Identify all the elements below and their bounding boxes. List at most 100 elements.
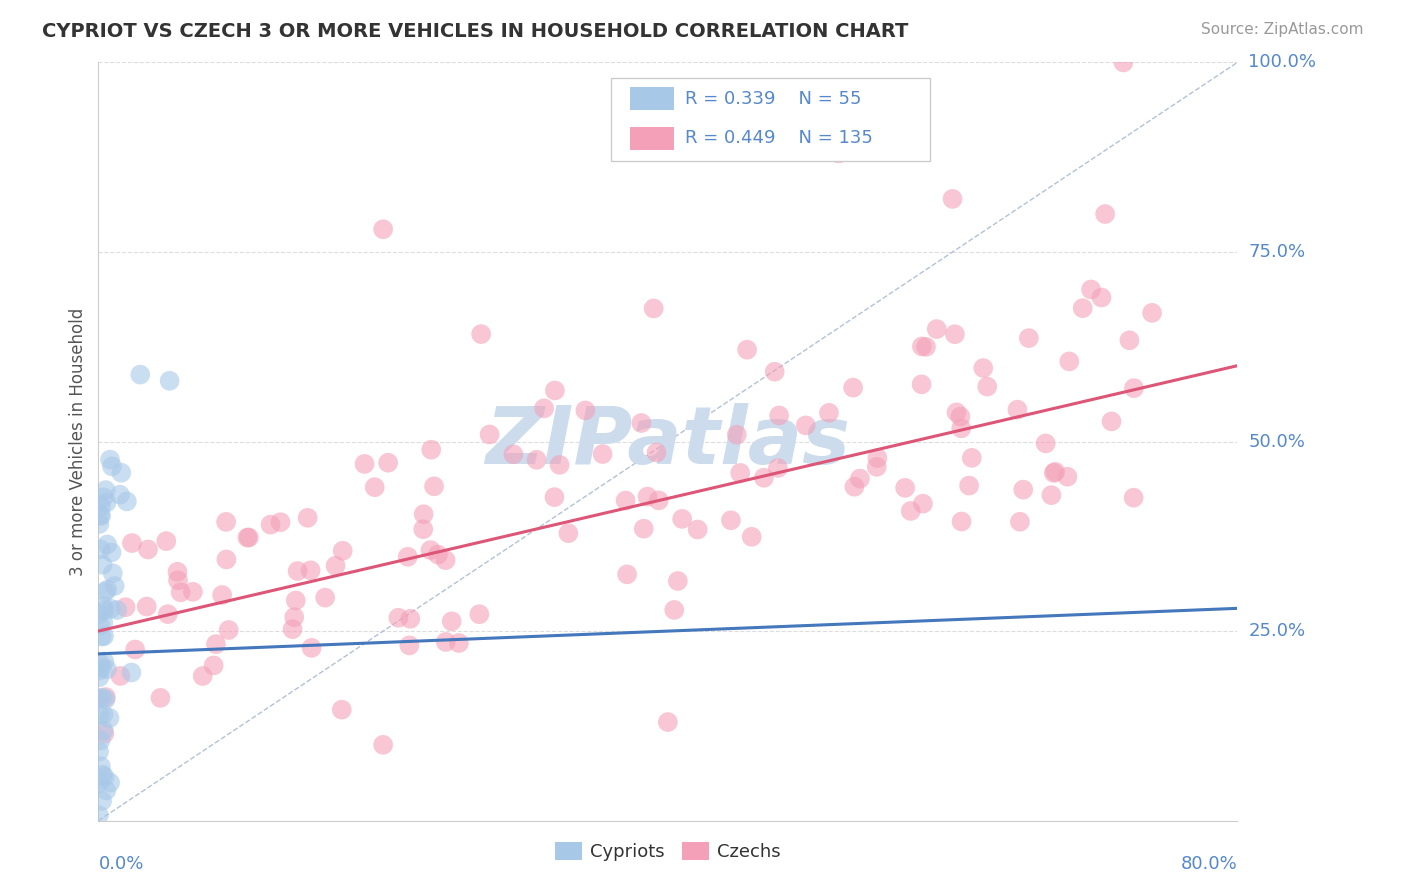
Point xyxy=(101,566,124,581)
Point xyxy=(1118,333,1140,347)
Point xyxy=(96,537,118,551)
Point xyxy=(574,403,596,417)
Point xyxy=(104,579,127,593)
Point xyxy=(976,379,998,393)
Point xyxy=(1090,291,1112,305)
Point xyxy=(950,515,973,529)
Point xyxy=(156,607,179,621)
Point xyxy=(100,601,122,615)
Point xyxy=(752,471,775,485)
Point xyxy=(866,450,889,465)
Point xyxy=(544,384,567,398)
Point xyxy=(96,783,118,797)
Point xyxy=(90,630,112,644)
Point xyxy=(91,768,114,782)
Point xyxy=(314,591,336,605)
Point xyxy=(110,669,132,683)
Point xyxy=(87,808,110,822)
Point xyxy=(87,607,110,622)
Point xyxy=(925,322,948,336)
Point xyxy=(972,361,994,376)
Point xyxy=(434,635,457,649)
Point xyxy=(181,584,204,599)
Point xyxy=(396,549,419,564)
Point xyxy=(399,612,422,626)
Point xyxy=(91,794,114,808)
Point xyxy=(325,558,347,573)
Point xyxy=(1071,301,1094,315)
Point xyxy=(94,692,117,706)
Point xyxy=(90,660,112,674)
Point xyxy=(387,611,409,625)
Point xyxy=(87,776,110,790)
Point xyxy=(1035,436,1057,450)
Point xyxy=(1043,466,1066,480)
Point xyxy=(419,543,441,558)
Point xyxy=(155,534,177,549)
Point xyxy=(110,466,132,480)
Point xyxy=(1101,414,1123,428)
Point xyxy=(297,510,319,524)
Point xyxy=(447,636,470,650)
Point xyxy=(657,715,679,730)
Point xyxy=(215,515,238,529)
Point xyxy=(502,447,524,461)
Point xyxy=(377,456,399,470)
Point xyxy=(89,733,111,747)
Point xyxy=(633,522,655,536)
Point xyxy=(299,563,322,577)
Point xyxy=(87,745,110,759)
Point xyxy=(115,494,138,508)
Point xyxy=(100,545,122,559)
Point xyxy=(735,343,758,357)
Point xyxy=(866,459,889,474)
Point xyxy=(89,708,111,723)
Point xyxy=(330,703,353,717)
Text: 100.0%: 100.0% xyxy=(1249,54,1316,71)
Text: CYPRIOT VS CZECH 3 OR MORE VEHICLES IN HOUSEHOLD CORRELATION CHART: CYPRIOT VS CZECH 3 OR MORE VEHICLES IN H… xyxy=(42,22,908,41)
Point xyxy=(686,523,709,537)
Point xyxy=(89,656,111,670)
Point xyxy=(301,640,323,655)
FancyBboxPatch shape xyxy=(630,87,673,111)
Point xyxy=(766,461,789,475)
Point xyxy=(259,517,281,532)
Point xyxy=(90,759,112,773)
Point xyxy=(725,427,748,442)
Point xyxy=(647,493,669,508)
Point xyxy=(1012,483,1035,497)
Text: 0.0%: 0.0% xyxy=(98,855,143,872)
Point xyxy=(671,512,693,526)
Point xyxy=(89,516,111,531)
Point xyxy=(1112,55,1135,70)
Point xyxy=(1123,381,1146,395)
Text: Source: ZipAtlas.com: Source: ZipAtlas.com xyxy=(1201,22,1364,37)
Point xyxy=(94,690,117,704)
Point xyxy=(894,481,917,495)
Point xyxy=(666,574,689,588)
Point xyxy=(191,669,214,683)
Point xyxy=(614,493,637,508)
Point xyxy=(93,615,115,630)
Text: 80.0%: 80.0% xyxy=(1181,855,1237,872)
Point xyxy=(478,427,501,442)
Point xyxy=(849,472,872,486)
Point xyxy=(373,222,395,236)
Text: 25.0%: 25.0% xyxy=(1249,622,1306,640)
Point xyxy=(420,442,443,457)
Point xyxy=(1080,283,1102,297)
Legend: Cypriots, Czechs: Cypriots, Czechs xyxy=(555,841,780,861)
Point xyxy=(169,585,191,599)
Point xyxy=(91,690,114,705)
Point xyxy=(129,368,152,382)
Point xyxy=(720,513,742,527)
Point xyxy=(728,466,751,480)
Point xyxy=(900,504,922,518)
Point xyxy=(98,711,121,725)
Point xyxy=(1008,515,1031,529)
Point xyxy=(398,639,420,653)
Point xyxy=(616,567,638,582)
Point xyxy=(664,603,686,617)
Point xyxy=(645,445,668,459)
Point xyxy=(98,775,121,789)
